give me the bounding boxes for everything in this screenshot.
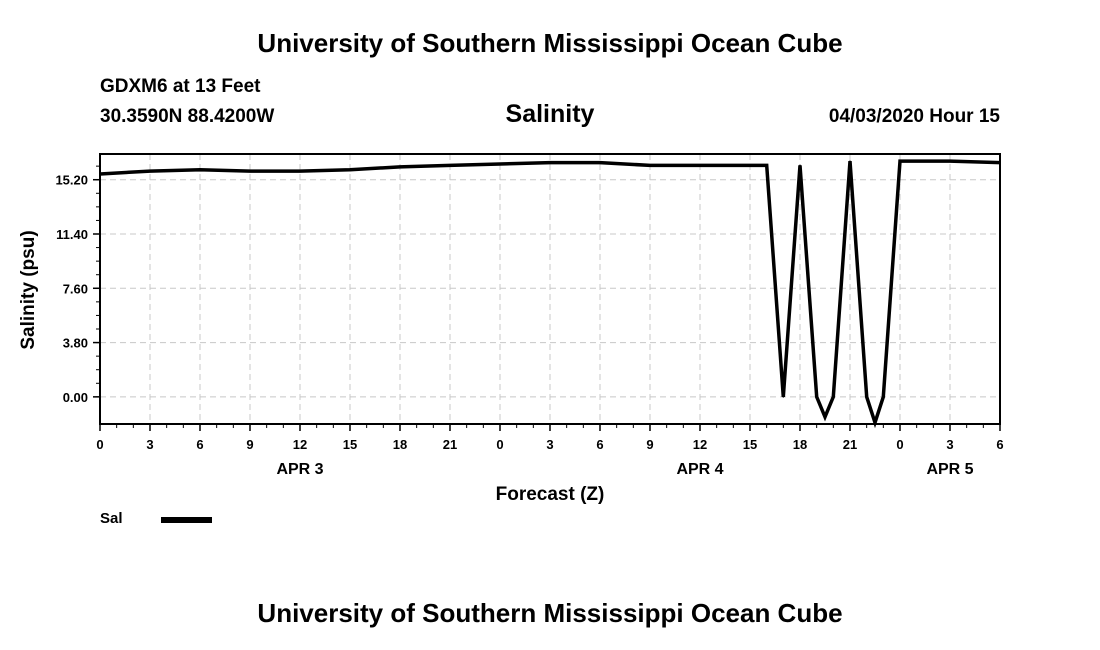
x-tick-label: 18 [793,437,807,452]
page-title-top: University of Southern Mississippi Ocean… [257,28,843,58]
date-label: APR 3 [276,461,323,478]
data-point [699,164,701,167]
axis-ticks: 0 3 6 9 12 15 18 21 0 3 6 9 12 15 18 21 0 3 6 APR 3 APR 4 APR… [55,165,1004,478]
series-layer [99,159,1001,429]
chart-title: Salinity [505,100,595,128]
x-tick-label: 15 [743,437,757,452]
x-tick-label: 3 [146,437,153,452]
y-tick-label: 3.80 [63,336,88,351]
x-tick-label: 9 [646,437,653,452]
data-point [399,166,401,168]
x-tick-label: 0 [896,437,903,452]
data-point [749,164,751,167]
grid-lines [100,154,1000,424]
x-tick-label: 3 [546,437,553,452]
legend-series-label: Sal [100,510,123,527]
x-tick-label: 6 [196,437,203,452]
data-point [249,170,251,172]
date-label: APR 5 [926,461,973,478]
coordinates-label: 30.3590N 88.4200W [100,106,275,127]
date-label: APR 4 [676,461,723,478]
x-tick-label: 0 [496,437,503,452]
y-tick-label: 11.40 [56,227,88,242]
x-tick-label: 6 [596,437,603,452]
run-info-label: 04/03/2020 Hour 15 [828,106,1000,127]
data-point [815,396,818,398]
data-point [649,164,651,167]
data-point [899,160,901,162]
data-point [824,416,826,418]
y-tick-label: 7.60 [63,281,88,296]
data-point [449,164,451,167]
data-point [782,396,785,398]
data-point [299,170,301,172]
data-point [799,164,801,167]
y-tick-label: 15.20 [55,173,88,188]
x-tick-label: 0 [96,437,103,452]
y-axis-label: Salinity (psu) [18,230,39,349]
x-tick-label: 21 [443,437,457,452]
data-point [949,160,951,162]
x-tick-label: 18 [393,437,407,452]
y-tick-label: 0.00 [63,390,88,405]
x-tick-label: 12 [693,437,707,452]
x-tick-label: 21 [843,437,857,452]
data-point [849,160,851,162]
series-line-sal [99,159,1001,429]
x-tick-label: 15 [343,437,357,452]
data-point [599,161,601,164]
data-point [499,163,501,165]
x-axis-label: Forecast (Z) [496,484,605,505]
data-point [349,168,351,171]
legend-line-swatch [161,517,212,523]
x-tick-label: 9 [246,437,253,452]
data-point [882,396,885,398]
data-point [865,396,868,398]
page-title-bottom: University of Southern Mississippi Ocean… [257,598,843,628]
data-point [765,164,768,167]
x-tick-label: 12 [293,437,307,452]
data-point [149,170,151,172]
data-point [549,161,551,164]
data-point [199,168,201,171]
data-point [832,396,835,398]
station-label: GDXM6 at 13 Feet [100,76,261,97]
x-tick-label: 6 [996,437,1003,452]
data-point [874,421,876,424]
x-tick-label: 3 [946,437,953,452]
